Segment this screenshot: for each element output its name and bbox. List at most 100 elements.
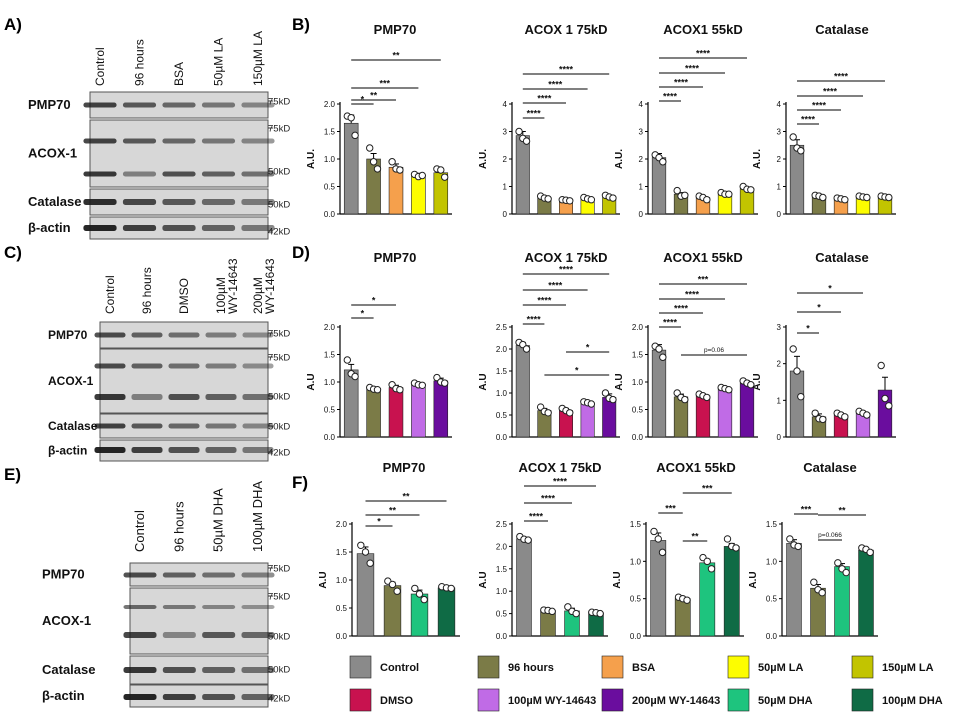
bar-100-m-dha: [858, 549, 874, 637]
significance-label: ****: [559, 65, 574, 75]
y-tick-label: 1.5: [766, 520, 778, 529]
data-point: [388, 580, 397, 589]
blot-band: [168, 363, 200, 369]
blot-band: [205, 332, 237, 338]
marker-label-42kd: 42kD: [268, 227, 290, 238]
y-tick-label: 0.5: [324, 183, 336, 192]
blot-band: [94, 394, 126, 400]
chart-title: ACOX1 55kD: [663, 22, 742, 37]
marker-label-50kd: 50kD: [268, 632, 290, 643]
chart-title: Catalase: [803, 460, 856, 475]
data-point: [659, 353, 667, 361]
blot-band: [241, 572, 275, 578]
y-tick-label: 1.0: [766, 557, 778, 566]
blot-row-label-acox-1: ACOX-1: [48, 374, 94, 388]
lane-label-50-m-dha: 50µM DHA: [211, 488, 226, 552]
legend-swatch: [601, 688, 624, 712]
data-point: [566, 409, 574, 417]
data-point: [396, 386, 404, 394]
y-tick-label: 2.0: [324, 100, 336, 109]
legend-label: 150µM LA: [882, 662, 934, 674]
data-point: [515, 127, 523, 136]
legend-item-bsa: BSA: [601, 655, 655, 679]
blot-band: [241, 199, 275, 205]
bar-50-m-dha: [834, 566, 850, 637]
legend-item-dmso: DMSO: [349, 688, 413, 712]
y-axis-label: A.U: [306, 373, 317, 390]
y-axis-label: A.U: [748, 571, 759, 588]
legend-item-100-m-dha: 100µM DHA: [851, 688, 943, 712]
data-point: [655, 345, 663, 353]
significance-label: ****: [834, 72, 849, 82]
y-tick-label: 2.5: [496, 520, 508, 529]
legend-item-50-m-dha: 50µM DHA: [727, 688, 813, 712]
data-point: [418, 171, 426, 180]
bar-bsa: [388, 166, 404, 215]
y-tick-label: 1.5: [630, 520, 642, 529]
blot-strip-acox-1: [89, 119, 269, 188]
blot-band: [201, 102, 236, 108]
y-tick-label: 1.0: [496, 587, 508, 596]
y-tick-label: 0.5: [336, 604, 348, 613]
y-tick-label: 2.0: [496, 542, 508, 551]
legend-swatch: [851, 655, 874, 679]
y-tick-label: 3: [639, 128, 644, 137]
data-point: [572, 609, 580, 618]
legend-swatch: [727, 688, 750, 712]
blot-band: [201, 171, 236, 177]
legend-swatch: [477, 655, 500, 679]
y-tick-label: 1.5: [632, 351, 644, 360]
significance-label: ****: [663, 92, 678, 102]
marker-label-42kd: 42kD: [268, 694, 290, 705]
data-point: [587, 400, 596, 408]
legend-label: 200µM WY-14643: [632, 695, 720, 707]
data-point: [654, 535, 662, 543]
bar-96-hours: [366, 388, 381, 438]
y-tick-label: 1.0: [496, 389, 508, 398]
blot-row-label-catalase: Catalase: [28, 194, 81, 209]
y-tick-label: 4: [639, 100, 644, 109]
blot-band: [242, 447, 274, 453]
significance-label: ****: [548, 80, 563, 90]
chart-title: ACOX 1 75kD: [518, 460, 601, 475]
blot-band: [162, 694, 196, 700]
blot-band: [202, 694, 236, 700]
y-tick-label: 1: [777, 183, 782, 192]
panel-letter-e: E): [4, 465, 21, 484]
marker-label-50kd: 50kD: [268, 200, 290, 211]
marker-label-50kd: 50kD: [268, 167, 290, 178]
panel-letter-d: D): [292, 243, 310, 262]
blot-band: [162, 199, 196, 205]
data-point: [440, 173, 449, 181]
significance-label: ***: [380, 79, 391, 89]
data-point: [357, 541, 365, 549]
legend-item-200-m-wy-14643: 200µM WY-14643: [601, 688, 720, 712]
significance-label: ****: [663, 318, 678, 328]
y-tick-label: 1: [639, 183, 644, 192]
lane-label-100-m-dha: 100µM DHA: [250, 481, 265, 552]
blot-band: [123, 572, 157, 578]
y-tick-label: 2.0: [496, 345, 508, 354]
data-point: [707, 565, 716, 573]
y-tick-label: 0: [777, 210, 782, 219]
significance-label: ****: [812, 101, 827, 111]
y-tick-label: 4: [777, 100, 782, 109]
blot-row-label-actin: β-actin: [42, 688, 85, 703]
y-axis-label: A.U.: [478, 149, 489, 169]
significance-label: ****: [801, 115, 816, 125]
lane-label-control: Control: [103, 275, 117, 314]
blot-band: [123, 632, 157, 638]
significance-label: ****: [696, 49, 711, 59]
bar-100-m-dha: [723, 546, 740, 637]
data-point: [596, 609, 604, 618]
blot-band: [122, 199, 157, 205]
chart-title: ACOX1 55kD: [663, 250, 742, 265]
lane-label-96-hours: 96 hours: [171, 501, 186, 552]
y-tick-label: 1.0: [336, 576, 348, 585]
significance-label: ****: [529, 512, 544, 522]
blot-band: [83, 102, 117, 108]
significance-label: ****: [553, 477, 568, 487]
data-point: [411, 584, 419, 593]
